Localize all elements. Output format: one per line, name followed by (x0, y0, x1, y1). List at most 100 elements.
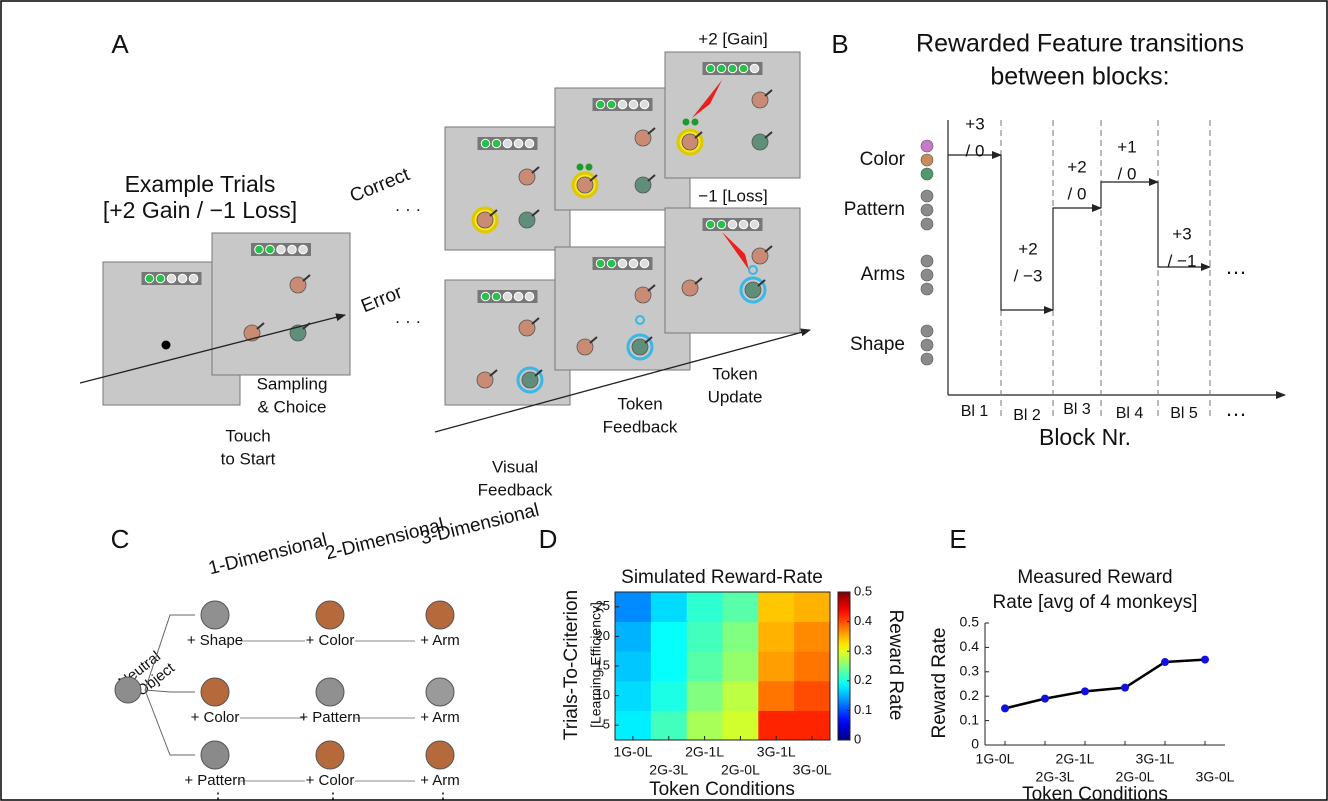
y-tick-label: 0.4 (960, 638, 980, 654)
x-tick-label: 2G-3L (649, 762, 688, 778)
block-label: Bl 1 (961, 403, 989, 420)
transition-label: / −1 (1168, 251, 1197, 270)
time-arrow (434, 328, 811, 433)
y-tick-label: 20 (596, 628, 610, 643)
object-icon (114, 676, 142, 704)
x-tick-label: 3G-0L (793, 762, 832, 778)
feature-icon (920, 324, 934, 338)
stimulus (576, 338, 594, 356)
heat-cell (650, 651, 688, 682)
token (749, 63, 760, 74)
stimulus-arm (534, 369, 543, 377)
axis-title: Trials-To-Criterion (561, 590, 582, 740)
stimulus-arm (589, 336, 598, 344)
object-icon (315, 677, 345, 707)
data-point (1161, 658, 1169, 667)
transition-label: / 0 (1068, 184, 1087, 203)
data-point (1201, 655, 1209, 664)
stimulus-arm (757, 279, 766, 287)
panel-label: B (831, 29, 848, 59)
token (155, 273, 166, 284)
heat-cell (650, 680, 688, 711)
stimulus-arm (644, 336, 653, 344)
stimulus (243, 324, 261, 342)
panel-label: D (539, 524, 558, 554)
panel-label: C (111, 524, 130, 554)
token-feedback (691, 118, 699, 126)
heat-cell (722, 651, 759, 682)
stimulus (751, 91, 769, 109)
token (749, 219, 760, 230)
ellipsis: · · · (395, 311, 421, 330)
step-label: Sampling (257, 374, 328, 393)
heat-cell (650, 710, 688, 741)
token (705, 219, 716, 230)
heat-cell (615, 680, 652, 711)
stimulus (518, 319, 536, 337)
gain-label: +2 [Gain] (698, 29, 767, 48)
feature-icon (920, 217, 934, 231)
step-label: Visual (492, 457, 538, 476)
token (491, 291, 502, 302)
panel-title: Example Trials (125, 171, 276, 197)
token (502, 138, 513, 149)
feature-step: + Arm (420, 632, 460, 649)
token (265, 244, 275, 255)
vdots: ⋮ (326, 790, 341, 801)
x-tick-label: 2G-3L (1036, 769, 1075, 785)
data-point (1001, 704, 1009, 713)
panel-title: Rewarded Feature transitions (916, 30, 1244, 58)
object-icon (315, 600, 345, 630)
token (639, 258, 650, 269)
stimulus-arm (764, 131, 773, 139)
transition-label: +1 (1117, 137, 1136, 156)
object-icon (425, 677, 455, 707)
feature-step: + Shape (187, 632, 243, 649)
step-label: to Start (221, 449, 276, 468)
step-label: Update (708, 387, 763, 406)
x-tick-label: 3G-1L (1136, 751, 1175, 767)
stimulus-arm (647, 284, 656, 292)
stimulus (681, 279, 699, 297)
step-label: Feedback (478, 480, 553, 499)
token-feedback (576, 163, 584, 171)
stimulus (518, 168, 536, 186)
feature-icon (920, 203, 934, 217)
transition-line (1100, 178, 1159, 208)
token (491, 138, 502, 149)
column-header: 1-Dimensional (206, 530, 329, 580)
stimulus (476, 371, 494, 389)
ellipsis: … (1225, 396, 1247, 421)
stimulus-arm (764, 245, 773, 253)
colorbar-tick-label: 0.5 (854, 583, 872, 598)
transition-label: / −3 (1014, 266, 1043, 285)
token (738, 219, 749, 230)
colorbar-tick-label: 0.1 (854, 702, 872, 717)
transition-label: / 0 (1118, 164, 1137, 183)
stimulus-arm (489, 209, 498, 217)
axis-title: Token Conditions (1022, 784, 1168, 801)
token (595, 258, 606, 269)
token (513, 291, 524, 302)
x-tick-label: 2G-0L (1116, 769, 1155, 785)
stimulus (518, 211, 536, 229)
data-point (1081, 687, 1089, 696)
screen (211, 232, 351, 376)
transition-line (1000, 155, 1054, 314)
stimulus (634, 286, 652, 304)
heat-cell (722, 710, 759, 741)
vdots: ⋮ (436, 790, 451, 801)
token (595, 99, 606, 110)
colorbar-tick-label: 0.2 (854, 672, 872, 687)
selection-ring (516, 366, 544, 394)
stimulus-arm (764, 89, 773, 97)
token-feedback (585, 163, 593, 171)
feature-label: Shape (850, 334, 905, 355)
y-tick-label: 15 (596, 657, 610, 672)
selection-ring (739, 276, 767, 304)
stimulus (744, 281, 762, 299)
stimulus-arm (694, 131, 703, 139)
stimulus-arm (694, 277, 703, 285)
axis-title: Block Nr. (1039, 424, 1131, 450)
token (606, 99, 617, 110)
